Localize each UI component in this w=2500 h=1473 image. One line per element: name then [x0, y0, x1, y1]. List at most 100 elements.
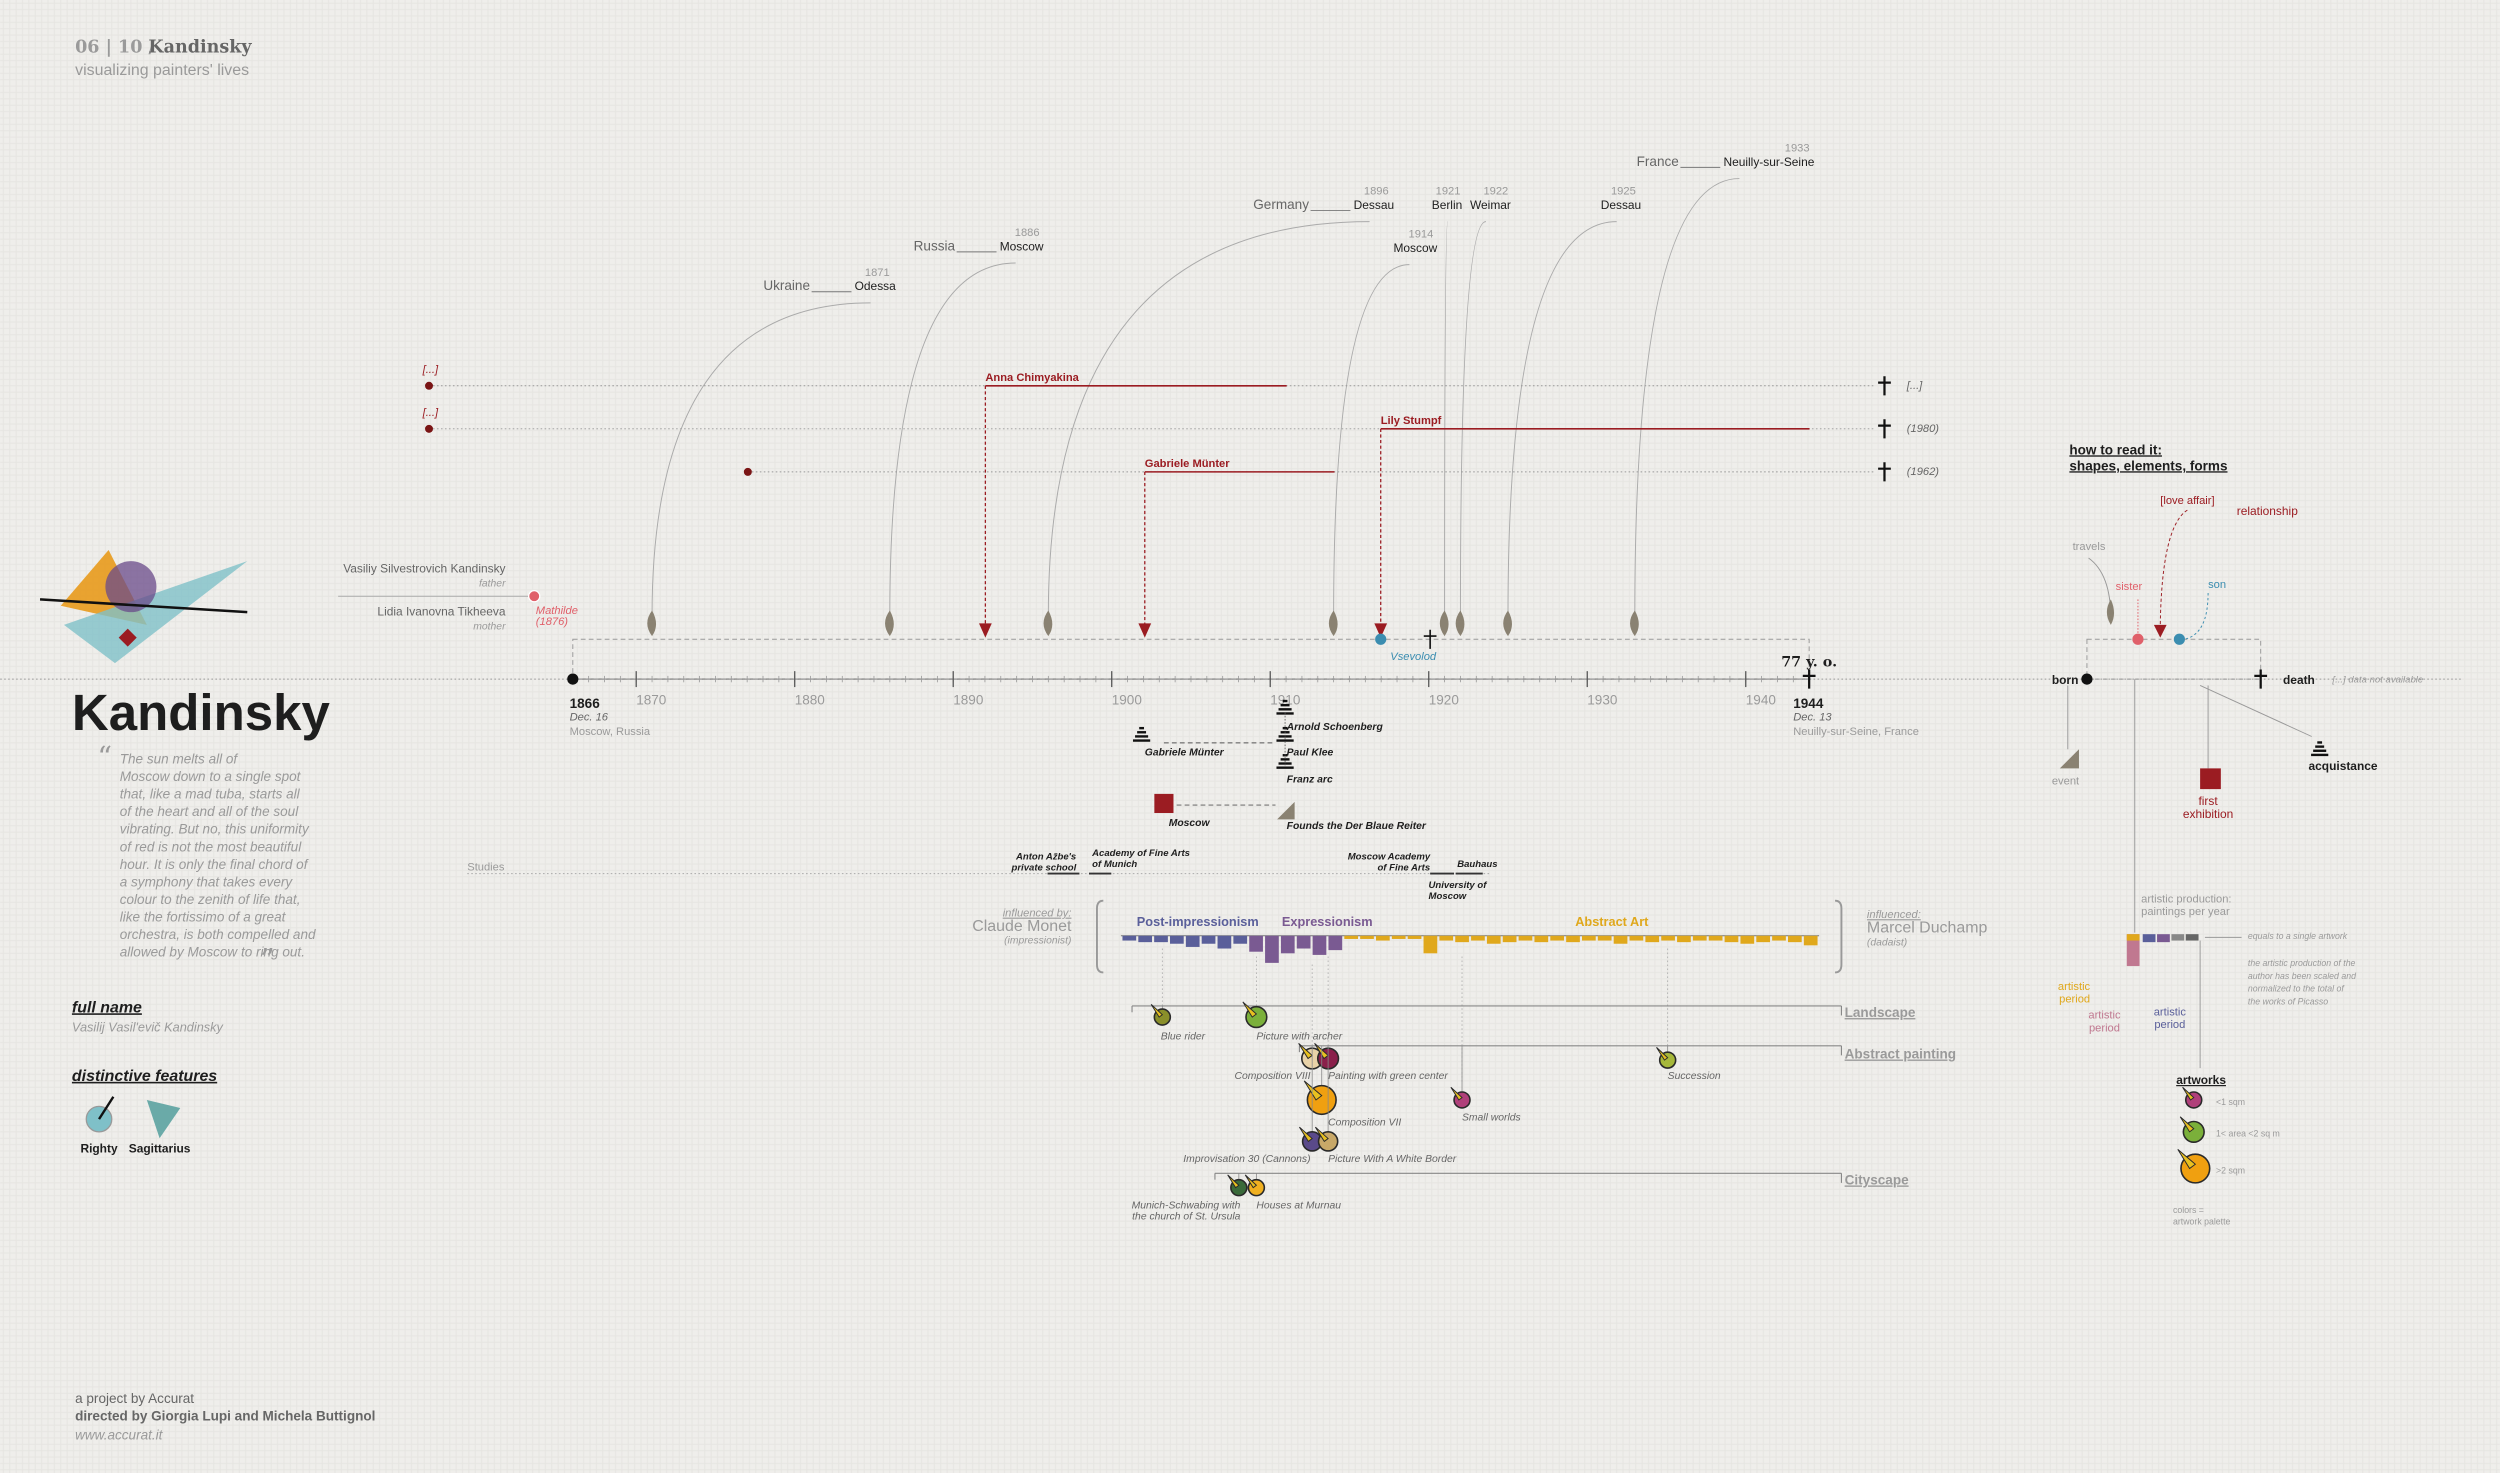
death-cross: [1423, 629, 1437, 649]
legend-born: born: [2052, 673, 2079, 687]
legend-note: the artistic production of the author has…: [2248, 958, 2357, 1006]
feature: Righty: [80, 1142, 117, 1156]
production-bar: [1803, 935, 1818, 946]
production-bar: [1217, 935, 1232, 949]
artwork-pointer: [1150, 1003, 1164, 1018]
legend-love: [love affair]: [2160, 495, 2214, 507]
artwork-title: Picture with archer: [1256, 1031, 1342, 1042]
footer-project: a project by Accurat: [75, 1391, 194, 1406]
production-bar: [1787, 935, 1802, 943]
production-bar: [1692, 935, 1707, 941]
artwork-pointer: [1242, 1001, 1258, 1018]
artwork-title: Small worlds: [1462, 1113, 1521, 1124]
period-name: Post-impressionism: [1137, 914, 1259, 929]
legend-artworks: artworks: [2176, 1073, 2226, 1087]
artwork-title: Painting with green center: [1328, 1071, 1448, 1082]
school: Moscow Academy of Fine Arts: [1348, 851, 1431, 873]
legend-production-line: artistic production:: [2141, 893, 2231, 905]
acquaintance-icon: [2313, 749, 2327, 752]
legend-sister: sister: [2116, 581, 2143, 593]
artwork-title: Composition VII: [1328, 1117, 1401, 1128]
legend-size: <1 sqm: [2216, 1097, 2245, 1107]
period-name: Expressionism: [1282, 914, 1373, 929]
travel-city: Dessau: [1354, 198, 1394, 212]
relationship-name: Lily Stumpf: [1381, 415, 1442, 427]
production-bar: [1201, 935, 1216, 944]
relationship-start-label: [...]: [422, 364, 439, 376]
artwork-pointer: [1314, 1126, 1329, 1143]
production-bar: [1249, 935, 1263, 952]
influence-by: Claude Monet: [972, 918, 1072, 935]
legend-note-line: author has been scaled and: [2248, 971, 2357, 981]
production-bar: [1439, 935, 1454, 941]
travel-year: 1921: [1436, 185, 1461, 197]
travel-curve: [651, 302, 871, 616]
death-cross: [1878, 462, 1891, 482]
relationship-end-label: [...]: [1906, 380, 1923, 392]
legend-palette-line: artwork palette: [2173, 1216, 2231, 1226]
travel-year: 1925: [1611, 185, 1636, 197]
travel-marker: [1455, 610, 1465, 637]
legend-travels: travels: [2073, 541, 2106, 553]
legend-period: artistic period: [2154, 1006, 2187, 1031]
production-bar: [1677, 935, 1691, 943]
father: Vasiliy Silvestrovich Kandinsky: [343, 561, 505, 575]
bracket: [1096, 899, 1104, 974]
relationship-start: [425, 381, 433, 390]
year-label: 1930: [1587, 693, 1617, 708]
quote-line: orchestra, is both compelled and: [120, 927, 316, 942]
relationship-end-label: (1962): [1907, 466, 1939, 478]
acquaintance-icon: [1280, 703, 1290, 707]
acquaintance-icon: [1137, 731, 1147, 734]
legend-artwork-pointer: [2177, 1149, 2197, 1170]
quote-line: a symphony that takes every: [120, 874, 294, 889]
acquaintance-icon: [1139, 726, 1144, 730]
acquaintance-icon: [1278, 708, 1292, 711]
artwork-pointer: [1303, 1080, 1323, 1101]
legend-palette: colors = artwork palette: [2173, 1205, 2231, 1226]
artwork-title: Composition VIII: [1235, 1071, 1311, 1082]
production-bar: [1502, 935, 1517, 943]
acquaintance-icon: [1280, 758, 1290, 761]
quote-line: Moscow down to a single spot: [120, 769, 302, 784]
legend-period-line: period: [2059, 994, 2090, 1006]
death-cross: [1802, 669, 1816, 689]
mother-role: mother: [473, 622, 506, 633]
travel-marker: [1503, 610, 1512, 637]
quote: The sun melts all of Moscow down to a sin…: [120, 752, 316, 960]
acquaintance: Arnold Schoenberg: [1286, 722, 1384, 733]
legend-title-line: shapes, elements, forms: [2069, 458, 2227, 473]
genre-name: Abstract painting: [1845, 1047, 1956, 1062]
acquaintance-icon: [2311, 753, 2329, 757]
artwork-title-line: the church of St. Ursula: [1132, 1212, 1240, 1223]
school-line: private school: [1011, 862, 1077, 873]
production-bar: [1296, 935, 1311, 949]
travel-curve: [1047, 221, 1370, 616]
year-label: 1940: [1746, 693, 1776, 708]
acquaintance-icon: [1132, 739, 1151, 742]
legend-period-line: artistic: [2088, 1010, 2121, 1022]
production-bar: [1312, 935, 1327, 955]
travel-country: Ukraine: [763, 278, 810, 293]
school-line: Bauhaus: [1457, 859, 1497, 870]
legend-period: artistic period: [2088, 1010, 2121, 1035]
travel-curve: [1444, 221, 1449, 616]
travel-marker: [647, 610, 657, 637]
full-name-label: full name: [72, 999, 142, 1016]
full-name: Vasilij Vasil'evič Kandinsky: [72, 1019, 225, 1034]
production-bar: [1613, 935, 1628, 944]
year-label: 1890: [953, 693, 983, 708]
travel-city: Moscow: [1000, 239, 1044, 253]
artwork-pointer: [1656, 1047, 1669, 1061]
legend-period-line: artistic: [2058, 981, 2091, 993]
birth-dot: [567, 673, 579, 685]
relationship-end-label: (1980): [1907, 423, 1939, 435]
travel-marker: [1328, 610, 1338, 637]
artwork-title: Blue rider: [1161, 1031, 1206, 1042]
influence-by-movement: (impressionist): [1004, 936, 1071, 947]
production-bar: [1724, 935, 1739, 943]
quote-line: of the heart and all of the soul: [120, 804, 299, 819]
subtitle: visualizing painters' lives: [75, 62, 249, 79]
production-bar: [1280, 935, 1295, 954]
legend-period-line: period: [2089, 1022, 2120, 1034]
